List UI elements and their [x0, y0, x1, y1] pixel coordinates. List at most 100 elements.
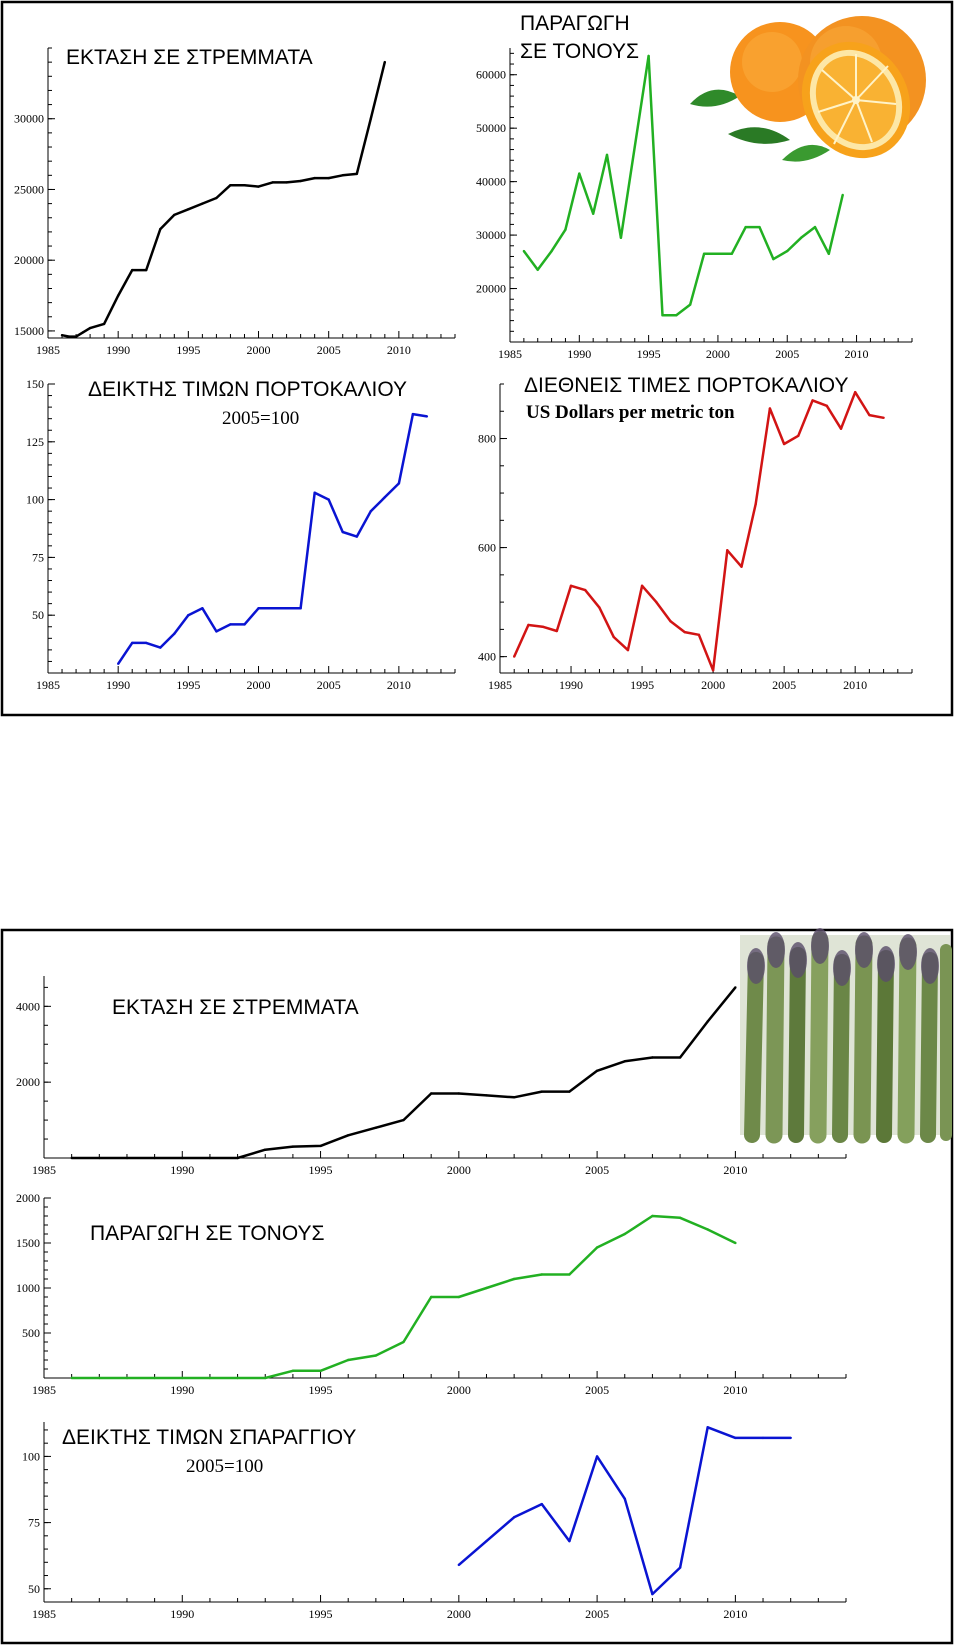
- orange-acreage-data-point: [383, 60, 386, 64]
- orange-intl-price-data-point: [854, 391, 857, 394]
- asparagus-price-index-subtitle: 2005=100: [186, 1456, 263, 1477]
- orange-production-x-tick-label: 1990: [567, 347, 591, 361]
- orange-intl-price-x-tick-label: 1985: [488, 678, 512, 692]
- asparagus-production-data-point: [374, 1354, 378, 1357]
- orange-acreage-data-point: [257, 185, 260, 188]
- orange-intl-price-data-point: [768, 407, 772, 410]
- orange-production-x-tick-label: 1995: [637, 347, 661, 361]
- asparagus-production-x-tick-label: 2005: [585, 1383, 609, 1397]
- orange-acreage-x-tick-label: 1985: [36, 343, 60, 357]
- asparagus-production-data-point: [125, 1376, 129, 1380]
- orange-price-index-data-point: [131, 641, 134, 645]
- asparagus-production-data-point: [181, 1376, 184, 1380]
- orange-intl-price-x-tick-label: 1995: [630, 678, 654, 692]
- asparagus-production-data-point: [568, 1273, 571, 1276]
- orange-production-x-tick-label: 2000: [706, 347, 730, 361]
- asparagus-production-title: ΠΑΡΑΓΩΓΗ ΣΕ ΤΟΝΟΥΣ: [90, 1222, 325, 1245]
- asparagus-acreage-x-tick-label: 1985: [32, 1163, 56, 1177]
- asparagus-production-data-point: [153, 1376, 156, 1380]
- asparagus-production-data-point: [457, 1295, 460, 1299]
- orange-intl-price-data-point: [555, 629, 558, 633]
- orange-production-title-line2: ΣΕ ΤΟΝΟΥΣ: [520, 40, 639, 63]
- orange-acreage-y-tick-label: 25000: [14, 182, 44, 196]
- asparagus-price-index-data-point: [512, 1516, 516, 1519]
- orange-price-index-y-tick-label: 100: [26, 493, 44, 507]
- orange-production-title-line1: ΠΑΡΑΓΩΓΗ: [520, 12, 630, 35]
- orange-intl-price-data-point: [626, 648, 630, 652]
- orange-price-index-data-point: [397, 482, 401, 485]
- orange-production-data-point: [716, 252, 720, 255]
- orange-intl-price-chart: 1985 1990 1995 2000 2005 2010 400 600 800: [478, 383, 913, 692]
- orange-production-y-tick-label: 40000: [476, 175, 506, 189]
- asparagus-price-index-x-tick-label: 1995: [309, 1607, 333, 1621]
- asparagus-acreage-x-tick-label: 2005: [585, 1163, 609, 1177]
- orange-acreage-data-point: [187, 208, 190, 211]
- orange-price-index-subtitle: 2005=100: [222, 408, 299, 429]
- asparagus-production-data-point: [236, 1376, 239, 1380]
- orange-acreage-data-point: [355, 172, 358, 176]
- orange-production-data-point: [619, 236, 623, 239]
- orange-production-data-point: [730, 252, 733, 255]
- orange-production-data-point: [605, 153, 609, 157]
- orange-price-index-data-point: [257, 607, 260, 610]
- asparagus-production-y-tick-label: 2000: [16, 1191, 40, 1205]
- asparagus-acreage-data-point: [485, 1094, 488, 1097]
- asparagus-price-index-data-point: [457, 1563, 460, 1567]
- orange-price-index-data-point: [285, 607, 288, 610]
- orange-acreage-x-tick-label: 1990: [106, 343, 130, 357]
- orange-production-x-tick-label: 1985: [498, 347, 522, 361]
- orange-price-index-data-point: [243, 623, 246, 626]
- orange-intl-price-data-point: [513, 655, 516, 658]
- orange-acreage-series-line: [61, 61, 387, 338]
- asparagus-acreage-data-point: [402, 1118, 405, 1122]
- asparagus-acreage-data-point: [181, 1156, 184, 1160]
- asparagus-production-data-point: [208, 1376, 212, 1380]
- asparagus-acreage-data-point: [678, 1056, 682, 1059]
- asparagus-acreage-data-point: [706, 1020, 709, 1023]
- orange-intl-price-data-point: [754, 502, 757, 506]
- asparagus-production-chart: 1985 1990 1995 2000 2005 2010 500 1000 1500 2000: [16, 1191, 847, 1397]
- orange-intl-price-title: ΔΙΕΘΝΕΙΣ ΤΙΜΕΣ ΠΟΡΤΟΚΑΛΙΟΥ: [524, 374, 848, 397]
- orange-price-index-data-point: [299, 607, 302, 610]
- orange-price-index-data-point: [173, 632, 176, 635]
- orange-production-data-point: [675, 314, 678, 317]
- orange-intl-price-x-tick-label: 1990: [559, 678, 583, 692]
- asparagus-price-index-x-tick-label: 2000: [447, 1607, 471, 1621]
- orange-production-data-point: [702, 252, 706, 255]
- orange-price-index-data-point: [271, 607, 274, 610]
- orange-price-index-x-tick-label: 2005: [317, 678, 341, 692]
- asparagus-price-index-data-point: [706, 1426, 709, 1429]
- orange-production-data-point: [841, 193, 844, 197]
- orange-production-data-point: [744, 225, 747, 229]
- asparagus-panel-frame: [0, 928, 954, 1645]
- asparagus-price-index-data-point: [540, 1502, 543, 1506]
- orange-acreage-x-tick-label: 2005: [317, 343, 341, 357]
- orange-intl-price-y-tick-label: 400: [478, 650, 496, 664]
- orange-price-index-data-point: [355, 535, 358, 538]
- orange-acreage-data-point: [341, 174, 344, 177]
- orange-production-data-point: [813, 225, 817, 229]
- asparagus-price-index-data-point: [568, 1539, 571, 1543]
- asparagus-acreage-data-point: [153, 1156, 156, 1160]
- asparagus-acreage-data-point: [98, 1156, 101, 1160]
- orange-acreage-x-tick-label: 2010: [387, 343, 411, 357]
- asparagus-production-x-tick-label: 2000: [447, 1383, 471, 1397]
- orange-acreage-data-point: [74, 335, 78, 338]
- orange-acreage-data-point: [313, 176, 316, 180]
- asparagus-production-data-point: [70, 1376, 73, 1380]
- asparagus-acreage-data-point: [540, 1090, 543, 1093]
- asparagus-production-x-tick-label: 1985: [32, 1383, 56, 1397]
- asparagus-acreage-data-point: [734, 986, 737, 989]
- asparagus-production-data-point: [734, 1241, 737, 1245]
- asparagus-production-data-point: [319, 1369, 322, 1373]
- asparagus-acreage-data-point: [457, 1092, 460, 1095]
- asparagus-acreage-data-point: [347, 1134, 350, 1137]
- asparagus-price-index-x-tick-label: 1990: [170, 1607, 194, 1621]
- orange-acreage-data-point: [67, 335, 71, 338]
- orange-price-index-y-tick-label: 75: [32, 550, 44, 564]
- asparagus-acreage-data-point: [319, 1144, 322, 1148]
- orange-acreage-y-tick-label: 30000: [14, 112, 44, 126]
- asparagus-price-index-data-point: [595, 1455, 599, 1458]
- orange-intl-price-data-point: [811, 399, 814, 402]
